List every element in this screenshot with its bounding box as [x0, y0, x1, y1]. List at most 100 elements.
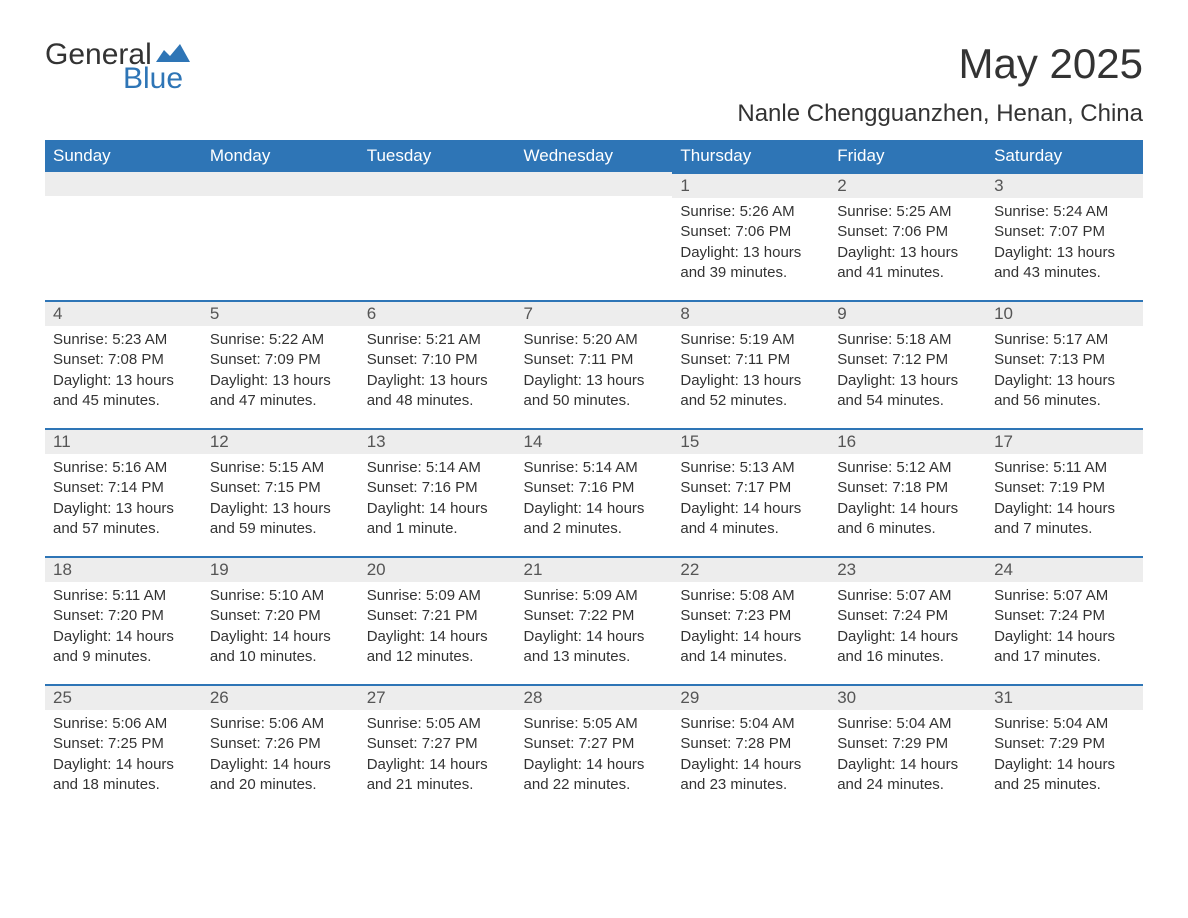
sunset-line: Sunset: 7:16 PM	[367, 478, 508, 498]
sunset-line: Sunset: 7:24 PM	[837, 606, 978, 626]
sunrise-line: Sunrise: 5:12 AM	[837, 458, 978, 478]
daylight-line: Daylight: 14 hours and 1 minute.	[367, 499, 508, 540]
calendar-week-row: 25Sunrise: 5:06 AMSunset: 7:25 PMDayligh…	[45, 684, 1143, 812]
sunset-line: Sunset: 7:20 PM	[210, 606, 351, 626]
day-number: 31	[986, 684, 1143, 710]
calendar-day-cell	[359, 172, 516, 300]
day-content: Sunrise: 5:07 AMSunset: 7:24 PMDaylight:…	[829, 582, 986, 675]
weekday-header: Monday	[202, 140, 359, 172]
calendar-week-row: 1Sunrise: 5:26 AMSunset: 7:06 PMDaylight…	[45, 172, 1143, 300]
sunset-line: Sunset: 7:17 PM	[680, 478, 821, 498]
day-number: 11	[45, 428, 202, 454]
location-subtitle: Nanle Chengguanzhen, Henan, China	[45, 100, 1143, 128]
day-content: Sunrise: 5:10 AMSunset: 7:20 PMDaylight:…	[202, 582, 359, 675]
calendar-day-cell: 24Sunrise: 5:07 AMSunset: 7:24 PMDayligh…	[986, 556, 1143, 684]
daylight-line: Daylight: 13 hours and 50 minutes.	[524, 371, 665, 412]
day-number: 8	[672, 300, 829, 326]
daylight-line: Daylight: 13 hours and 52 minutes.	[680, 371, 821, 412]
day-number: 22	[672, 556, 829, 582]
day-content: Sunrise: 5:15 AMSunset: 7:15 PMDaylight:…	[202, 454, 359, 547]
sunset-line: Sunset: 7:11 PM	[524, 350, 665, 370]
calendar-day-cell: 31Sunrise: 5:04 AMSunset: 7:29 PMDayligh…	[986, 684, 1143, 812]
day-content: Sunrise: 5:08 AMSunset: 7:23 PMDaylight:…	[672, 582, 829, 675]
day-number: 16	[829, 428, 986, 454]
calendar-week-row: 18Sunrise: 5:11 AMSunset: 7:20 PMDayligh…	[45, 556, 1143, 684]
day-content: Sunrise: 5:16 AMSunset: 7:14 PMDaylight:…	[45, 454, 202, 547]
sunrise-line: Sunrise: 5:20 AM	[524, 330, 665, 350]
day-content	[516, 196, 673, 208]
sunrise-line: Sunrise: 5:22 AM	[210, 330, 351, 350]
daylight-line: Daylight: 14 hours and 10 minutes.	[210, 627, 351, 668]
daylight-line: Daylight: 14 hours and 25 minutes.	[994, 755, 1135, 796]
day-content: Sunrise: 5:09 AMSunset: 7:22 PMDaylight:…	[516, 582, 673, 675]
sunrise-line: Sunrise: 5:25 AM	[837, 202, 978, 222]
day-number: 19	[202, 556, 359, 582]
sunset-line: Sunset: 7:29 PM	[994, 734, 1135, 754]
calendar-day-cell: 1Sunrise: 5:26 AMSunset: 7:06 PMDaylight…	[672, 172, 829, 300]
calendar-day-cell: 19Sunrise: 5:10 AMSunset: 7:20 PMDayligh…	[202, 556, 359, 684]
calendar-day-cell: 21Sunrise: 5:09 AMSunset: 7:22 PMDayligh…	[516, 556, 673, 684]
day-content: Sunrise: 5:07 AMSunset: 7:24 PMDaylight:…	[986, 582, 1143, 675]
day-content: Sunrise: 5:17 AMSunset: 7:13 PMDaylight:…	[986, 326, 1143, 419]
sunrise-line: Sunrise: 5:11 AM	[994, 458, 1135, 478]
daylight-line: Daylight: 14 hours and 7 minutes.	[994, 499, 1135, 540]
sunrise-line: Sunrise: 5:04 AM	[680, 714, 821, 734]
sunrise-line: Sunrise: 5:15 AM	[210, 458, 351, 478]
sunrise-line: Sunrise: 5:09 AM	[367, 586, 508, 606]
daylight-line: Daylight: 14 hours and 2 minutes.	[524, 499, 665, 540]
sunset-line: Sunset: 7:15 PM	[210, 478, 351, 498]
sunset-line: Sunset: 7:27 PM	[524, 734, 665, 754]
sunrise-line: Sunrise: 5:24 AM	[994, 202, 1135, 222]
daylight-line: Daylight: 14 hours and 4 minutes.	[680, 499, 821, 540]
day-number	[359, 172, 516, 196]
day-content: Sunrise: 5:22 AMSunset: 7:09 PMDaylight:…	[202, 326, 359, 419]
day-content: Sunrise: 5:09 AMSunset: 7:21 PMDaylight:…	[359, 582, 516, 675]
sunset-line: Sunset: 7:26 PM	[210, 734, 351, 754]
day-number: 3	[986, 172, 1143, 198]
day-number: 7	[516, 300, 673, 326]
sunset-line: Sunset: 7:11 PM	[680, 350, 821, 370]
day-content: Sunrise: 5:24 AMSunset: 7:07 PMDaylight:…	[986, 198, 1143, 291]
sunset-line: Sunset: 7:29 PM	[837, 734, 978, 754]
day-number: 2	[829, 172, 986, 198]
calendar-day-cell: 22Sunrise: 5:08 AMSunset: 7:23 PMDayligh…	[672, 556, 829, 684]
day-number: 30	[829, 684, 986, 710]
sunrise-line: Sunrise: 5:07 AM	[837, 586, 978, 606]
calendar-week-row: 4Sunrise: 5:23 AMSunset: 7:08 PMDaylight…	[45, 300, 1143, 428]
sunrise-line: Sunrise: 5:05 AM	[524, 714, 665, 734]
day-number: 20	[359, 556, 516, 582]
day-content: Sunrise: 5:25 AMSunset: 7:06 PMDaylight:…	[829, 198, 986, 291]
sunset-line: Sunset: 7:22 PM	[524, 606, 665, 626]
sunset-line: Sunset: 7:28 PM	[680, 734, 821, 754]
calendar-day-cell: 15Sunrise: 5:13 AMSunset: 7:17 PMDayligh…	[672, 428, 829, 556]
daylight-line: Daylight: 14 hours and 9 minutes.	[53, 627, 194, 668]
day-content: Sunrise: 5:23 AMSunset: 7:08 PMDaylight:…	[45, 326, 202, 419]
calendar-day-cell: 5Sunrise: 5:22 AMSunset: 7:09 PMDaylight…	[202, 300, 359, 428]
calendar-table: Sunday Monday Tuesday Wednesday Thursday…	[45, 140, 1143, 812]
daylight-line: Daylight: 14 hours and 14 minutes.	[680, 627, 821, 668]
sunset-line: Sunset: 7:16 PM	[524, 478, 665, 498]
calendar-day-cell: 4Sunrise: 5:23 AMSunset: 7:08 PMDaylight…	[45, 300, 202, 428]
daylight-line: Daylight: 13 hours and 56 minutes.	[994, 371, 1135, 412]
day-content: Sunrise: 5:26 AMSunset: 7:06 PMDaylight:…	[672, 198, 829, 291]
sunset-line: Sunset: 7:19 PM	[994, 478, 1135, 498]
calendar-week-row: 11Sunrise: 5:16 AMSunset: 7:14 PMDayligh…	[45, 428, 1143, 556]
daylight-line: Daylight: 13 hours and 41 minutes.	[837, 243, 978, 284]
sunrise-line: Sunrise: 5:10 AM	[210, 586, 351, 606]
sunset-line: Sunset: 7:25 PM	[53, 734, 194, 754]
day-content: Sunrise: 5:20 AMSunset: 7:11 PMDaylight:…	[516, 326, 673, 419]
calendar-day-cell: 12Sunrise: 5:15 AMSunset: 7:15 PMDayligh…	[202, 428, 359, 556]
day-content: Sunrise: 5:13 AMSunset: 7:17 PMDaylight:…	[672, 454, 829, 547]
day-content: Sunrise: 5:06 AMSunset: 7:25 PMDaylight:…	[45, 710, 202, 803]
day-number: 25	[45, 684, 202, 710]
calendar-day-cell: 6Sunrise: 5:21 AMSunset: 7:10 PMDaylight…	[359, 300, 516, 428]
calendar-day-cell: 30Sunrise: 5:04 AMSunset: 7:29 PMDayligh…	[829, 684, 986, 812]
calendar-day-cell: 18Sunrise: 5:11 AMSunset: 7:20 PMDayligh…	[45, 556, 202, 684]
day-number	[202, 172, 359, 196]
calendar-day-cell: 3Sunrise: 5:24 AMSunset: 7:07 PMDaylight…	[986, 172, 1143, 300]
day-number: 28	[516, 684, 673, 710]
calendar-day-cell: 17Sunrise: 5:11 AMSunset: 7:19 PMDayligh…	[986, 428, 1143, 556]
weekday-header: Friday	[829, 140, 986, 172]
day-content: Sunrise: 5:04 AMSunset: 7:29 PMDaylight:…	[986, 710, 1143, 803]
day-number: 1	[672, 172, 829, 198]
